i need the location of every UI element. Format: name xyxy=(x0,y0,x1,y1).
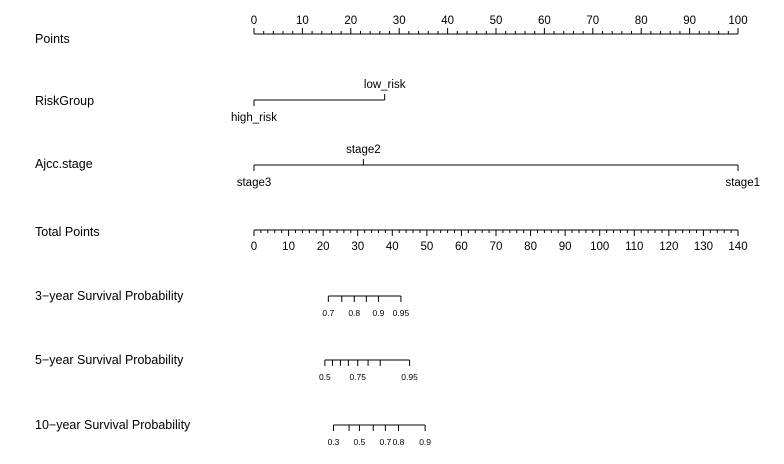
row-label-surv5: 5−year Survival Probability xyxy=(35,353,184,367)
total-tick-label: 40 xyxy=(386,241,399,253)
row-label-ajcc: Ajcc.stage xyxy=(35,157,93,171)
surv3-tick-label: 0.7 xyxy=(322,308,334,318)
row-surv10: 0.3 0.5 0.7 0.8 0.9 xyxy=(328,424,431,447)
points-tick-label: 100 xyxy=(728,15,747,27)
surv3-tick-label: 0.8 xyxy=(348,308,360,318)
row-riskgroup: high_risk low_risk xyxy=(231,79,406,124)
surv5-tick-label: 0.5 xyxy=(319,372,331,382)
riskgroup-level-label: low_risk xyxy=(364,79,406,91)
total-tick-label: 140 xyxy=(728,241,747,253)
row-ajcc: stage3 stage2 stage1 xyxy=(237,144,760,189)
points-tick-label: 60 xyxy=(538,15,551,27)
points-tick-label: 40 xyxy=(441,15,454,27)
row-labels: Points RiskGroup Ajcc.stage Total Points 3−y… xyxy=(35,32,191,432)
ajcc-level-label: stage3 xyxy=(237,177,272,189)
row-label-total: Total Points xyxy=(35,225,100,239)
total-tick-label: 60 xyxy=(455,241,468,253)
total-tick-label: 10 xyxy=(282,241,295,253)
row-surv3: 0.7 0.8 0.9 0.95 xyxy=(322,295,410,318)
surv10-tick-label: 0.8 xyxy=(393,437,405,447)
points-tick-label: 50 xyxy=(490,15,503,27)
surv10-tick-label: 0.3 xyxy=(328,437,340,447)
surv10-tick-label: 0.9 xyxy=(419,437,431,447)
nomogram-axes: 0 10 20 30 40 50 60 70 80 90 100high_risklow_risks… xyxy=(231,15,760,447)
row-surv5: 0.5 0.75 0.95 xyxy=(319,359,418,382)
surv5-tick-label: 0.95 xyxy=(401,372,418,382)
surv10-tick-label: 0.5 xyxy=(354,437,366,447)
row-label-points: Points xyxy=(35,32,70,46)
points-tick-label: 70 xyxy=(586,15,599,27)
points-tick-label: 30 xyxy=(393,15,406,27)
surv3-tick-label: 0.9 xyxy=(373,308,385,318)
points-tick-label: 80 xyxy=(635,15,648,27)
ajcc-level-label: stage1 xyxy=(725,177,760,189)
row-points: 0 10 20 30 40 50 60 70 80 90 100 xyxy=(251,15,748,35)
total-tick-label: 110 xyxy=(625,241,643,253)
total-tick-label: 50 xyxy=(420,241,433,253)
riskgroup-level-label: high_risk xyxy=(231,112,277,124)
total-tick-label: 70 xyxy=(490,241,503,253)
total-tick-label: 130 xyxy=(694,241,713,253)
total-tick-label: 100 xyxy=(590,241,609,253)
row-total: 0 10 20 30 40 50 60 70 80 90 100 110 120 130 140 xyxy=(251,229,748,253)
total-tick-label: 30 xyxy=(351,241,364,253)
ajcc-level-label: stage2 xyxy=(346,144,381,156)
row-label-surv3: 3−year Survival Probability xyxy=(35,289,184,303)
points-tick-label: 10 xyxy=(296,15,309,27)
total-tick-label: 120 xyxy=(659,241,678,253)
row-label-riskgroup: RiskGroup xyxy=(35,94,94,108)
points-tick-label: 90 xyxy=(683,15,696,27)
points-tick-label: 20 xyxy=(344,15,357,27)
total-tick-label: 90 xyxy=(559,241,572,253)
points-tick-label: 0 xyxy=(251,15,257,27)
surv3-tick-label: 0.95 xyxy=(393,308,410,318)
row-label-surv10: 10−year Survival Probability xyxy=(35,418,191,432)
surv10-tick-label: 0.7 xyxy=(379,437,391,447)
total-tick-label: 20 xyxy=(317,241,330,253)
surv5-tick-label: 0.75 xyxy=(349,372,366,382)
total-tick-label: 0 xyxy=(251,241,257,253)
total-tick-label: 80 xyxy=(524,241,537,253)
